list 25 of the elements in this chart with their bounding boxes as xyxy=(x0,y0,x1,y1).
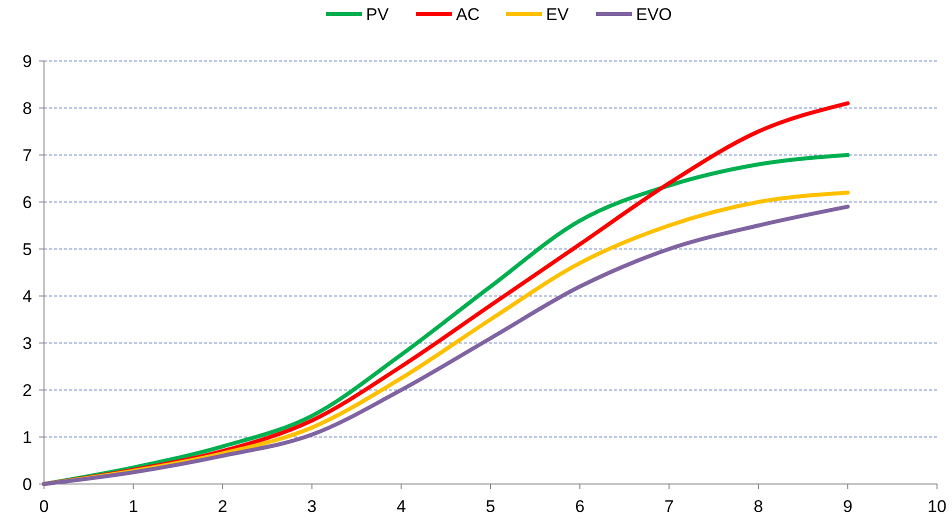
x-tick-label: 7 xyxy=(664,497,674,516)
x-tick-label: 3 xyxy=(307,497,317,516)
x-tick-label: 6 xyxy=(575,497,585,516)
legend-label: AC xyxy=(456,4,480,24)
x-tick-label: 1 xyxy=(128,497,138,516)
x-tick-label: 2 xyxy=(218,497,228,516)
legend-label: EV xyxy=(546,4,570,24)
y-tick-label: 2 xyxy=(22,380,32,400)
y-tick-label: 4 xyxy=(22,286,32,306)
y-tick-label: 0 xyxy=(22,474,32,494)
y-tick-label: 3 xyxy=(22,334,32,353)
x-tick-label: 9 xyxy=(842,497,852,516)
x-tick-label: 10 xyxy=(928,497,946,516)
legend-label: PV xyxy=(366,4,390,24)
x-tick-label: 8 xyxy=(754,497,764,516)
y-tick-label: 1 xyxy=(22,428,32,447)
y-tick-label: 6 xyxy=(22,192,32,212)
x-tick-label: 5 xyxy=(486,497,496,516)
x-tick-label: 0 xyxy=(39,497,49,516)
x-tick-label: 4 xyxy=(396,497,406,516)
legend-label: EVO xyxy=(636,4,672,24)
y-tick-label: 7 xyxy=(22,146,32,165)
y-tick-label: 8 xyxy=(22,98,32,118)
y-tick-label: 5 xyxy=(22,240,32,259)
y-tick-label: 9 xyxy=(22,52,32,71)
